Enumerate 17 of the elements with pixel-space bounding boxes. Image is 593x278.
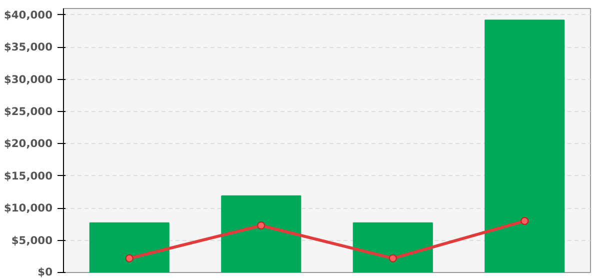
y-tick-label: $5,000 <box>11 234 53 247</box>
y-tick-label: $40,000 <box>4 8 53 22</box>
y-tick-label: $15,000 <box>4 169 53 182</box>
y-tick-label: $30,000 <box>4 72 53 86</box>
y-tick-label: $20,000 <box>4 137 53 150</box>
y-tick-label: $35,000 <box>4 40 53 54</box>
y-tick-label: $0 <box>38 266 53 278</box>
point <box>520 216 529 225</box>
point <box>257 222 266 230</box>
bar <box>221 195 302 272</box>
y-tick-label: $25,000 <box>4 105 53 118</box>
y-tick-label: $10,000 <box>4 202 53 215</box>
point <box>388 254 397 262</box>
bar <box>484 20 565 272</box>
point <box>125 254 134 262</box>
bar <box>352 222 433 272</box>
bar <box>89 222 170 272</box>
